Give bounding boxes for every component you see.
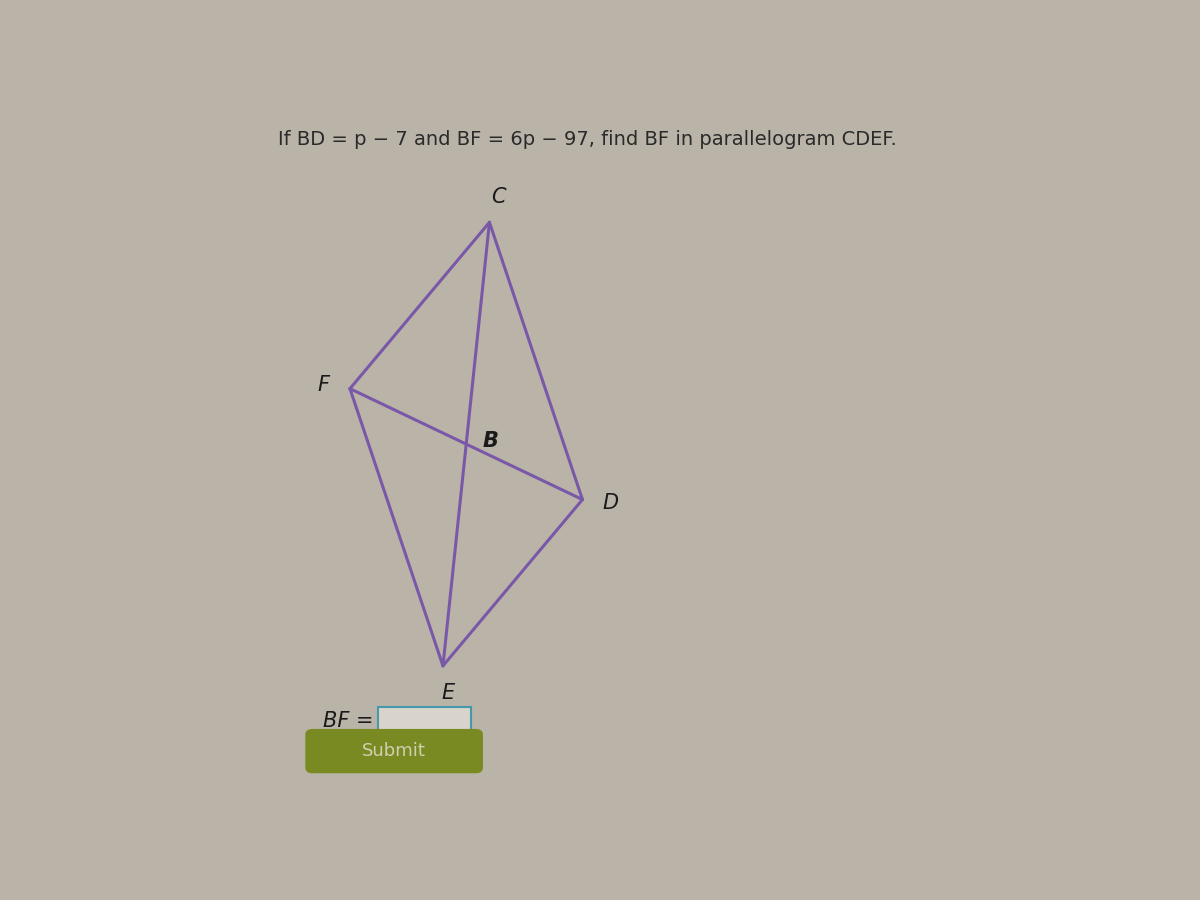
Bar bbox=[378, 707, 470, 733]
Text: If BD = p − 7 and BF = 6p − 97, find BF in parallelogram CDEF.: If BD = p − 7 and BF = 6p − 97, find BF … bbox=[277, 130, 896, 148]
Text: BF =: BF = bbox=[323, 711, 373, 732]
Text: C: C bbox=[492, 187, 506, 207]
Text: E: E bbox=[440, 683, 455, 703]
Text: Submit: Submit bbox=[362, 742, 426, 760]
Text: D: D bbox=[602, 493, 619, 513]
Text: F: F bbox=[318, 375, 330, 395]
Text: B: B bbox=[482, 430, 499, 451]
FancyBboxPatch shape bbox=[305, 729, 482, 773]
